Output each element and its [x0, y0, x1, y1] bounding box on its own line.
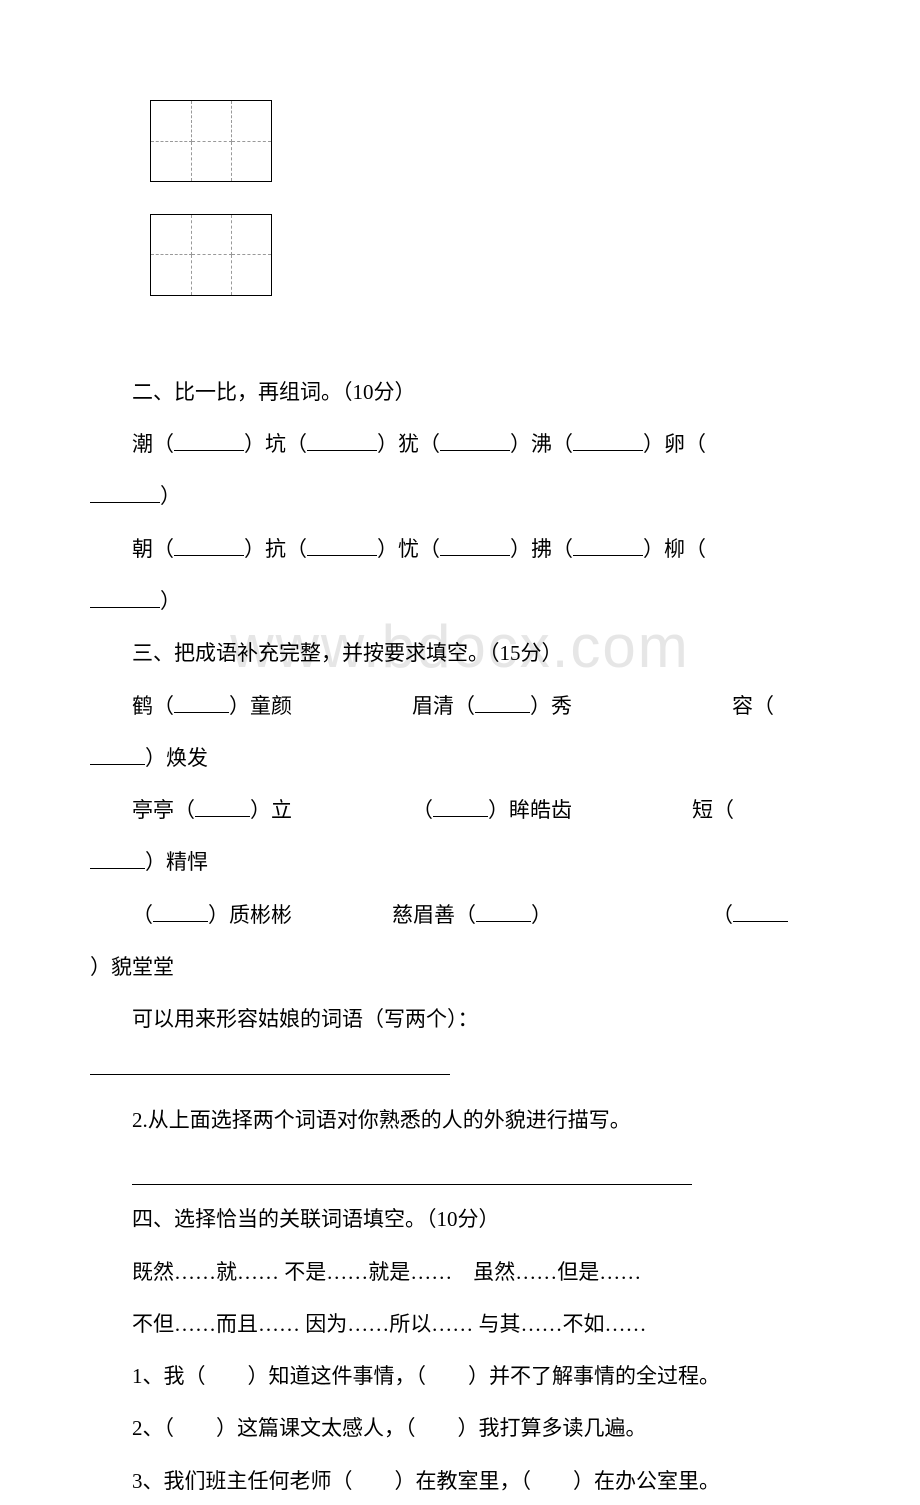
- section-2-row-2-cont: ）: [90, 577, 830, 625]
- s3r2b1: （: [412, 798, 433, 822]
- s2r1-c4: ）沸（: [510, 432, 573, 456]
- section-2-heading: 二、比一比，再组词。（10分）: [90, 368, 830, 416]
- s3r3c2: ）貌堂堂: [90, 955, 174, 979]
- s2r1-c2: ）坑（: [244, 432, 307, 456]
- section-4-heading: 四、选择恰当的关联词语填空。（10分）: [90, 1195, 830, 1243]
- document-content: 二、比一比，再组词。（10分） 潮（ ）坑（ ）犹（ ）沸（ ）卵（ ） 朝（ ）抗（ ）忧…: [90, 100, 830, 1505]
- section-3-row-1: 鹤（ ）童颜 眉清（ ）秀 容（: [90, 682, 830, 730]
- blank: [307, 535, 377, 556]
- blank: [153, 901, 208, 922]
- grid-box-2: [150, 214, 272, 296]
- blank: [90, 587, 160, 608]
- blank: [475, 692, 530, 713]
- s3r2c2: ）精悍: [145, 850, 208, 874]
- section-2-row-2: 朝（ ）抗（ ）忧（ ）拂（ ）柳（: [90, 525, 830, 573]
- section-3-row-1-cont: ）焕发: [90, 734, 830, 782]
- s3r1c1: 容（: [732, 694, 774, 718]
- blank: [573, 535, 643, 556]
- s3r1b2: ）秀: [530, 694, 572, 718]
- grid-box-1: [150, 100, 272, 182]
- s3r2a1: 亭亭（: [132, 798, 195, 822]
- s3r1a1: 鹤（: [132, 694, 174, 718]
- blank: [90, 848, 145, 869]
- blank: [476, 901, 531, 922]
- section-4-opts2: 不但……而且…… 因为……所以…… 与其……不如……: [90, 1300, 830, 1348]
- section-3-q1: 可以用来形容姑娘的词语（写两个）：: [90, 995, 830, 1092]
- s2r1-c5: ）卵（: [643, 432, 706, 456]
- blank: [440, 430, 510, 451]
- section-4-q1: 1、我（ ）知道这件事情，（ ）并不了解事情的全过程。: [90, 1352, 830, 1400]
- blank: [440, 535, 510, 556]
- blank: [90, 744, 145, 765]
- blank: [174, 535, 244, 556]
- s2r2-c5: ）柳（: [643, 537, 706, 561]
- s3r1b1: 眉清（: [412, 694, 475, 718]
- section-3-row-3-cont: ）貌堂堂: [90, 943, 830, 991]
- s2r2-c4: ）拂（: [510, 537, 573, 561]
- s3r3b1: 慈眉善（: [392, 903, 476, 927]
- section-2-row-1: 潮（ ）坑（ ）犹（ ）沸（ ）卵（: [90, 420, 830, 468]
- s3r1a2: ）童颜: [229, 694, 292, 718]
- section-3-row-2: 亭亭（ ）立 （ ）眸皓齿 短（: [90, 786, 830, 834]
- blank: [733, 901, 788, 922]
- s3r3c1: （: [712, 903, 733, 927]
- answer-line: [132, 1184, 692, 1185]
- blank: [90, 1054, 450, 1075]
- s3r2b2: ）眸皓齿: [488, 798, 572, 822]
- blank: [174, 430, 244, 451]
- character-grid-boxes: [150, 100, 830, 328]
- s3r3a2: ）质彬彬: [208, 903, 292, 927]
- blank: [195, 796, 250, 817]
- blank: [573, 430, 643, 451]
- s2r2-c3: ）忧（: [377, 537, 440, 561]
- s2r2-c1: 朝（: [132, 537, 174, 561]
- s3r3a1: （: [132, 903, 153, 927]
- section-3-heading: 三、把成语补充完整，并按要求填空。（15分）: [90, 629, 830, 677]
- section-3-q2: 2.从上面选择两个词语对你熟悉的人的外貌进行描写。: [90, 1096, 830, 1144]
- s3q1-text: 可以用来形容姑娘的词语（写两个）：: [132, 1007, 479, 1031]
- blank: [90, 482, 160, 503]
- s2r1-c1: 潮（: [132, 432, 174, 456]
- s3r2a2: ）立: [250, 798, 292, 822]
- blank: [433, 796, 488, 817]
- section-3-row-3: （ ）质彬彬 慈眉善（ ） （: [90, 891, 830, 939]
- s2r1-c6: ）: [160, 484, 181, 508]
- s2r1-c3: ）犹（: [377, 432, 440, 456]
- s3r1c2: ）焕发: [145, 746, 208, 770]
- s3r2c1: 短（: [692, 798, 734, 822]
- section-2-row-1-cont: ）: [90, 472, 830, 520]
- s2r2-c2: ）抗（: [244, 537, 307, 561]
- section-3-row-2-cont: ）精悍: [90, 838, 830, 886]
- blank: [307, 430, 377, 451]
- s2r2-c6: ）: [160, 589, 181, 613]
- blank: [174, 692, 229, 713]
- section-4-q2: 2、（ ）这篇课文太感人，（ ）我打算多读几遍。: [90, 1404, 830, 1452]
- section-4-opts1: 既然……就…… 不是……就是…… 虽然……但是……: [90, 1248, 830, 1296]
- section-4-q3: 3、我们班主任何老师（ ）在教室里，（ ）在办公室里。: [90, 1457, 830, 1505]
- s3r3b2: ）: [531, 903, 552, 927]
